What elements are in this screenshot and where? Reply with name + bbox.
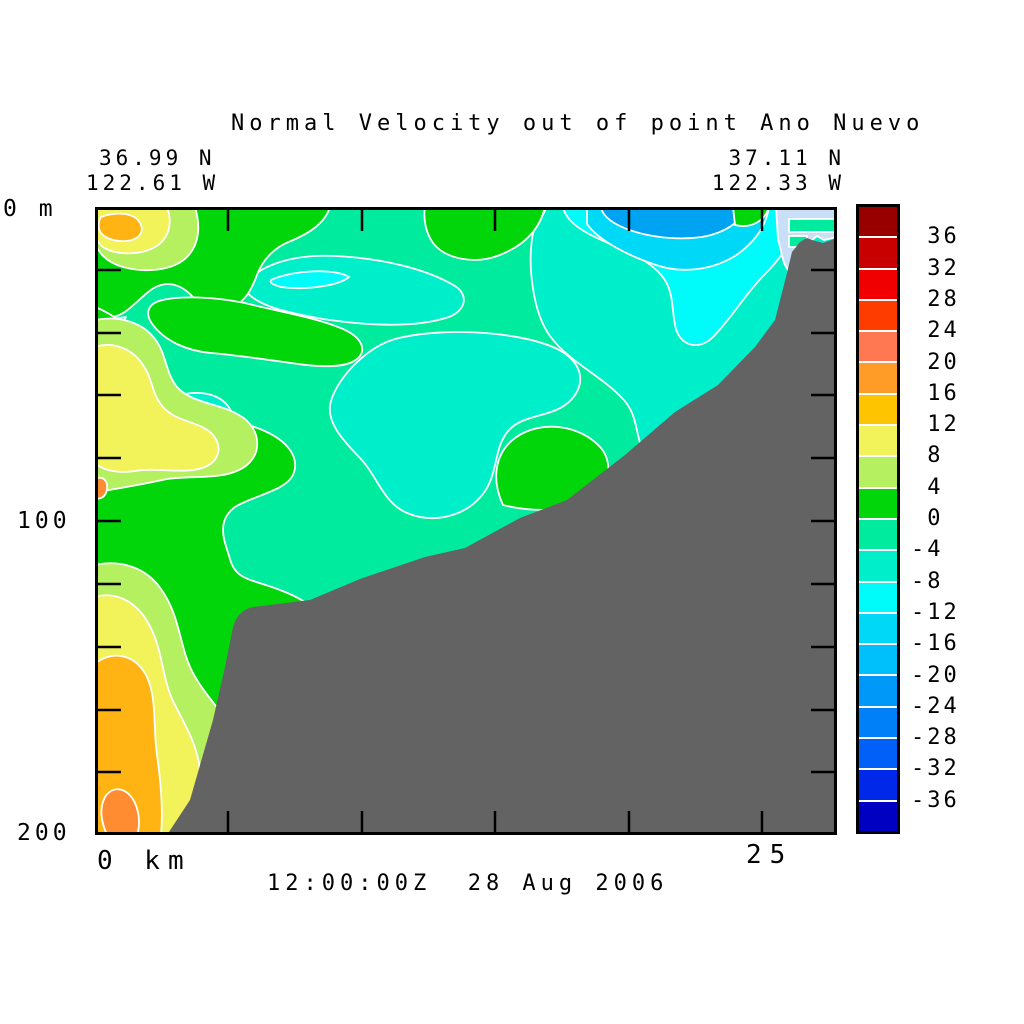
colorbar-tick-label: -8: [911, 568, 944, 594]
colorbar-segment: [859, 488, 897, 518]
colorbar-segment: [859, 739, 897, 769]
colorbar-segment: [859, 613, 897, 644]
colorbar-tick-label: -24: [911, 693, 960, 719]
colorbar-segment: [859, 707, 897, 738]
colorbar-tick-label: 28: [911, 286, 960, 312]
region-orange-topleft: [97, 212, 143, 242]
axis-ticks: [97, 209, 835, 833]
colorbar-tick-label: 8: [911, 443, 944, 469]
colorbar-segment: [859, 426, 897, 456]
colorbar-segment: [859, 363, 897, 393]
colorbar-tick-label: -20: [911, 662, 960, 688]
region-springgreen-stripe-a: [788, 218, 836, 233]
colorbar-segment: [859, 582, 897, 612]
plot-title: Normal Velocity out of point Ano Nuevo: [231, 111, 925, 136]
colorbar-segments: [859, 207, 897, 831]
colorbar-labels: 36 32 28 24 20 16 12 8 4 0 -4 -8 -12 -16 -20 -…: [911, 204, 1006, 844]
colorbar-segment: [859, 394, 897, 425]
plot-frame: [95, 207, 837, 835]
colorbar-tick-label: -16: [911, 631, 960, 657]
colorbar-segment: [859, 300, 897, 331]
left-endpoint-latitude: 36.99 N: [99, 146, 216, 170]
colorbar-segment: [859, 238, 897, 268]
y-axis-label-200: 200: [17, 820, 71, 846]
y-axis-label-0m: 0 m: [3, 196, 57, 222]
colorbar-tick-label: 12: [911, 412, 960, 438]
colorbar-tick-label: 20: [911, 349, 960, 375]
left-endpoint-longitude: 122.61 W: [86, 171, 220, 195]
colorbar-tick-label: -32: [911, 756, 960, 782]
colorbar: [856, 204, 900, 834]
region-blue-core: [600, 207, 748, 240]
colorbar-segment: [859, 645, 897, 675]
colorbar-segment: [859, 770, 897, 800]
colorbar-segment: [859, 207, 897, 237]
bathymetry-seafloor: [167, 238, 837, 835]
region-deeporange-bottomleft: [100, 788, 140, 835]
colorbar-tick-label: 0: [911, 506, 944, 531]
colorbar-tick-label: -28: [911, 725, 960, 751]
y-axis-label-100: 100: [17, 508, 71, 534]
colorbar-segment: [859, 676, 897, 706]
colorbar-tick-label: -4: [911, 537, 944, 563]
colorbar-tick-label: 32: [911, 255, 960, 281]
colorbar-tick-label: 24: [911, 318, 960, 344]
colorbar-tick-label: 4: [911, 474, 944, 500]
colorbar-segment: [859, 457, 897, 487]
colorbar-tick-label: -36: [911, 787, 960, 813]
region-green-arm: [147, 296, 364, 368]
x-axis-label-0km: 0 km: [97, 846, 192, 876]
timestamp-label: 12:00:00Z 28 Aug 2006: [267, 871, 669, 896]
contour-field: [95, 207, 837, 835]
x-axis-label-25: 25: [746, 840, 794, 870]
region-cyan-sliver: [269, 270, 350, 290]
region-green-top-center-blob: [423, 207, 546, 261]
colorbar-tick-label: -12: [911, 599, 960, 625]
region-turquoise-center-blob: [328, 331, 582, 519]
colorbar-segment: [859, 801, 897, 831]
colorbar-segment: [859, 519, 897, 550]
colorbar-tick-label: 16: [911, 380, 960, 406]
colorbar-segment: [859, 332, 897, 362]
colorbar-segment: [859, 551, 897, 581]
right-endpoint-longitude: 122.33 W: [711, 171, 845, 195]
right-endpoint-latitude: 37.11 N: [728, 146, 845, 170]
region-yellow-midleft: [95, 344, 220, 473]
colorbar-segment: [859, 269, 897, 299]
colorbar-tick-label: 36: [911, 224, 960, 250]
